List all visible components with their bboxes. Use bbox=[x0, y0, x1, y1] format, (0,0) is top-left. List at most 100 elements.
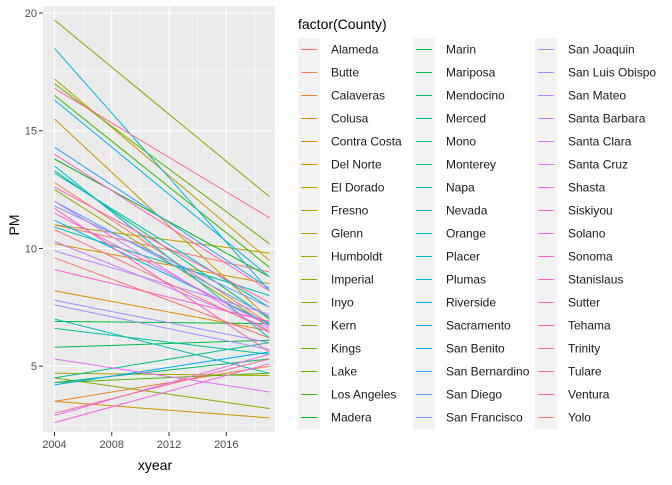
legend-title: factor(County) bbox=[298, 16, 387, 32]
legend-label: Ventura bbox=[568, 388, 610, 402]
legend-label: Glenn bbox=[331, 227, 363, 241]
series-line-mendocino bbox=[54, 358, 270, 384]
series-line-placer bbox=[54, 165, 270, 339]
legend-label: Alameda bbox=[331, 43, 379, 57]
legend-label: Sutter bbox=[568, 296, 600, 310]
legend-label: San Benito bbox=[446, 342, 505, 356]
legend-label: Orange bbox=[446, 227, 486, 241]
series-line-san-diego bbox=[54, 200, 270, 318]
series-line-monterey bbox=[54, 327, 270, 355]
series-line-yolo bbox=[54, 257, 270, 339]
series-line-kern bbox=[54, 19, 270, 197]
legend-label: Monterey bbox=[446, 158, 496, 172]
series-line-contra-costa bbox=[54, 243, 270, 285]
legend-label: Humboldt bbox=[331, 250, 383, 264]
x-tick-label: 2016 bbox=[214, 439, 238, 451]
series-line-plumas bbox=[54, 48, 270, 292]
series-line-sacramento bbox=[54, 219, 270, 325]
plot-panel bbox=[43, 6, 275, 432]
legend-label: Plumas bbox=[446, 273, 486, 287]
series-line-san-benito bbox=[54, 351, 270, 386]
legend-label: Imperial bbox=[331, 273, 374, 287]
legend-label: Placer bbox=[446, 250, 480, 264]
legend-label: Napa bbox=[446, 181, 475, 195]
legend-label: Calaveras bbox=[331, 89, 385, 103]
legend-label: San Bernardino bbox=[446, 365, 530, 379]
legend-label: Santa Cruz bbox=[568, 158, 628, 172]
legend-label: Colusa bbox=[331, 112, 369, 126]
legend: Alameda Butte Calaveras Colusa Contra Costa D… bbox=[298, 38, 656, 429]
legend-label: Santa Barbara bbox=[568, 112, 646, 126]
legend-label: Santa Clara bbox=[568, 135, 632, 149]
x-axis-title: xyear bbox=[138, 457, 173, 473]
legend-label: Kern bbox=[331, 319, 356, 333]
legend-label: Del Norte bbox=[331, 158, 382, 172]
legend-label: Contra Costa bbox=[331, 135, 402, 149]
series-line-riverside bbox=[54, 99, 270, 278]
legend-label: Shasta bbox=[568, 181, 606, 195]
legend-label: Merced bbox=[446, 112, 486, 126]
series-line-glenn bbox=[54, 224, 270, 254]
legend-label: Tehama bbox=[568, 319, 611, 333]
series-line-el-dorado bbox=[54, 118, 270, 320]
series-line-trinity bbox=[54, 358, 270, 414]
legend-label: Mariposa bbox=[446, 66, 496, 80]
legend-label: San Joaquin bbox=[568, 43, 635, 57]
series-line-san-bernardino bbox=[54, 146, 270, 289]
legend-label: Mendocino bbox=[446, 89, 505, 103]
legend-label: San Mateo bbox=[568, 89, 626, 103]
y-tick-label: 20 bbox=[25, 8, 37, 20]
series-lines bbox=[54, 19, 270, 424]
legend-label: San Francisco bbox=[446, 411, 523, 425]
legend-label: Nevada bbox=[446, 204, 488, 218]
legend-label: San Diego bbox=[446, 388, 502, 402]
legend-label: Butte bbox=[331, 66, 359, 80]
plot-background bbox=[43, 6, 275, 432]
legend-label: Fresno bbox=[331, 204, 369, 218]
legend-label: Solano bbox=[568, 227, 606, 241]
x-tick-label: 2008 bbox=[99, 439, 123, 451]
axes: 2004 2008 2012 2016 5 10 15 20 bbox=[25, 8, 239, 451]
y-axis-title: PM bbox=[6, 215, 22, 236]
x-tick-label: 2004 bbox=[42, 439, 66, 451]
series-line-siskiyou bbox=[54, 363, 270, 424]
series-line-san-luis-obispo bbox=[54, 304, 270, 351]
legend-label: Tulare bbox=[568, 365, 602, 379]
series-line-shasta bbox=[54, 353, 270, 416]
series-line-mariposa bbox=[54, 339, 270, 348]
legend-label: Sacramento bbox=[446, 319, 511, 333]
legend-label: Marin bbox=[446, 43, 476, 57]
legend-label: Yolo bbox=[568, 411, 591, 425]
legend-label: Madera bbox=[331, 411, 372, 425]
series-line-mono bbox=[54, 342, 270, 379]
y-tick-label: 5 bbox=[31, 361, 37, 373]
legend-label: El Dorado bbox=[331, 181, 385, 195]
series-line-lake bbox=[54, 372, 270, 384]
series-line-orange bbox=[54, 172, 270, 308]
series-line-sonoma bbox=[54, 269, 270, 322]
legend-label: Los Angeles bbox=[331, 388, 396, 402]
series-line-napa bbox=[54, 226, 270, 296]
x-tick-label: 2012 bbox=[157, 439, 181, 451]
legend-label: Mono bbox=[446, 135, 476, 149]
series-line-tulare bbox=[54, 87, 270, 219]
series-line-tehama bbox=[54, 186, 270, 304]
legend-label: Lake bbox=[331, 365, 357, 379]
series-line-santa-clara bbox=[54, 200, 270, 334]
legend-label: Kings bbox=[331, 342, 361, 356]
series-line-san-mateo bbox=[54, 250, 270, 315]
y-tick-label: 15 bbox=[25, 126, 37, 138]
legend-label: Trinity bbox=[568, 342, 600, 356]
legend-label: San Luis Obispo bbox=[568, 66, 656, 80]
series-line-ventura bbox=[54, 229, 270, 332]
series-line-stanislaus bbox=[54, 153, 270, 292]
series-line-marin bbox=[54, 320, 270, 325]
series-line-los-angeles bbox=[54, 95, 270, 268]
series-line-san-joaquin bbox=[54, 299, 270, 344]
series-line-santa-cruz bbox=[54, 358, 270, 393]
legend-label: Inyo bbox=[331, 296, 354, 310]
legend-label: Riverside bbox=[446, 296, 496, 310]
y-tick-label: 10 bbox=[25, 243, 37, 255]
